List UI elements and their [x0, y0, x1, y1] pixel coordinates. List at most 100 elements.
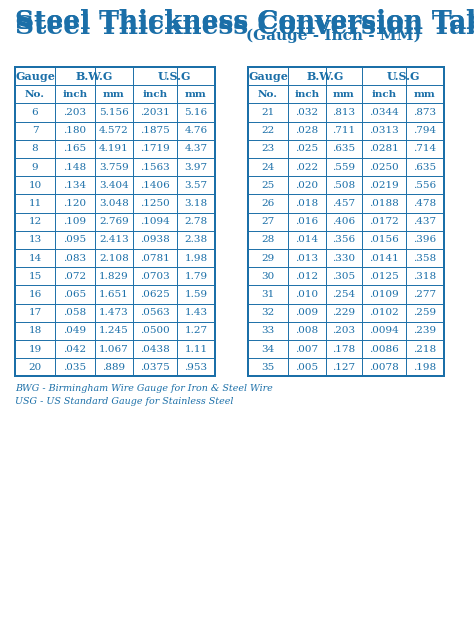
Text: B.W.G: B.W.G	[306, 71, 344, 82]
Text: B.W.G: B.W.G	[75, 71, 113, 82]
Text: .022: .022	[295, 162, 319, 172]
Text: .0156: .0156	[369, 235, 399, 245]
Text: 4.37: 4.37	[184, 144, 208, 154]
Text: .437: .437	[413, 217, 437, 226]
Text: .1563: .1563	[140, 162, 170, 172]
Text: .714: .714	[413, 144, 437, 154]
Text: .016: .016	[295, 217, 319, 226]
Text: .165: .165	[64, 144, 87, 154]
Text: .134: .134	[64, 181, 87, 190]
Text: .330: .330	[332, 253, 356, 263]
Text: 4.76: 4.76	[184, 126, 208, 135]
Text: .007: .007	[295, 344, 319, 353]
Text: .072: .072	[64, 272, 87, 281]
Text: 12: 12	[28, 217, 42, 226]
Text: .254: .254	[332, 290, 356, 299]
Text: .0086: .0086	[369, 344, 399, 353]
Text: 20: 20	[28, 363, 42, 372]
Text: mm: mm	[333, 90, 355, 99]
Text: .020: .020	[295, 181, 319, 190]
Text: .508: .508	[332, 181, 356, 190]
Text: .148: .148	[64, 162, 87, 172]
Text: USG - US Standard Gauge for Stainless Steel: USG - US Standard Gauge for Stainless St…	[15, 398, 233, 406]
Text: 1.79: 1.79	[184, 272, 208, 281]
Text: 2.78: 2.78	[184, 217, 208, 226]
Text: .0109: .0109	[369, 290, 399, 299]
Text: .0141: .0141	[369, 253, 399, 263]
Text: .083: .083	[64, 253, 87, 263]
Text: 2.413: 2.413	[99, 235, 129, 245]
Text: .095: .095	[64, 235, 87, 245]
Text: 24: 24	[261, 162, 274, 172]
Text: .356: .356	[332, 235, 356, 245]
Text: mm: mm	[103, 90, 125, 99]
Text: 31: 31	[261, 290, 274, 299]
Text: .008: .008	[295, 326, 319, 336]
Text: mm: mm	[414, 90, 436, 99]
Text: .013: .013	[295, 253, 319, 263]
Text: .1094: .1094	[140, 217, 170, 226]
Text: 27: 27	[261, 217, 274, 226]
Text: 16: 16	[28, 290, 42, 299]
Text: 1.829: 1.829	[99, 272, 129, 281]
Text: 3.57: 3.57	[184, 181, 208, 190]
Text: .035: .035	[64, 363, 87, 372]
Text: .0781: .0781	[140, 253, 170, 263]
Text: 34: 34	[261, 344, 274, 353]
Text: .711: .711	[332, 126, 356, 135]
Text: inch: inch	[63, 90, 88, 99]
Text: 3.97: 3.97	[184, 162, 208, 172]
Text: .559: .559	[332, 162, 356, 172]
Text: .005: .005	[295, 363, 319, 372]
Text: 5.16: 5.16	[184, 108, 208, 117]
Text: 22: 22	[261, 126, 274, 135]
Text: .0281: .0281	[369, 144, 399, 154]
Text: .1875: .1875	[140, 126, 170, 135]
Text: .0500: .0500	[140, 326, 170, 336]
Text: 18: 18	[28, 326, 42, 336]
Text: .2031: .2031	[140, 108, 170, 117]
Text: .0438: .0438	[140, 344, 170, 353]
Text: 32: 32	[261, 308, 274, 317]
Text: 35: 35	[261, 363, 274, 372]
Text: 2.38: 2.38	[184, 235, 208, 245]
Text: .218: .218	[413, 344, 437, 353]
Text: .0344: .0344	[369, 108, 399, 117]
Bar	[248, 67, 444, 377]
Text: 23: 23	[261, 144, 274, 154]
Text: 4.191: 4.191	[99, 144, 129, 154]
Text: 33: 33	[261, 326, 274, 336]
Text: 3.759: 3.759	[99, 162, 129, 172]
Text: .028: .028	[295, 126, 319, 135]
Text: Gauge: Gauge	[15, 71, 55, 82]
Text: Gauge: Gauge	[248, 71, 288, 82]
Text: .396: .396	[413, 235, 437, 245]
Text: 26: 26	[261, 199, 274, 208]
Text: No.: No.	[25, 90, 45, 99]
Text: .1250: .1250	[140, 199, 170, 208]
Text: 1.473: 1.473	[99, 308, 129, 317]
Text: .0625: .0625	[140, 290, 170, 299]
Text: BWG - Birmingham Wire Gauge for Iron & Steel Wire: BWG - Birmingham Wire Gauge for Iron & S…	[15, 384, 273, 393]
Text: 13: 13	[28, 235, 42, 245]
Text: .032: .032	[295, 108, 319, 117]
Text: .120: .120	[64, 199, 87, 208]
Text: .178: .178	[332, 344, 356, 353]
Text: mm: mm	[185, 90, 207, 99]
Text: 3.048: 3.048	[99, 199, 129, 208]
Text: .0125: .0125	[369, 272, 399, 281]
Text: .478: .478	[413, 199, 437, 208]
Text: .127: .127	[332, 363, 356, 372]
Text: .794: .794	[413, 126, 437, 135]
Text: .0078: .0078	[369, 363, 399, 372]
Text: .277: .277	[413, 290, 437, 299]
Text: .025: .025	[295, 144, 319, 154]
Text: .259: .259	[413, 308, 437, 317]
Text: 1.98: 1.98	[184, 253, 208, 263]
Text: .0102: .0102	[369, 308, 399, 317]
Text: inch: inch	[294, 90, 319, 99]
Text: 19: 19	[28, 344, 42, 353]
Text: .1719: .1719	[140, 144, 170, 154]
Text: .318: .318	[413, 272, 437, 281]
Text: .0938: .0938	[140, 235, 170, 245]
